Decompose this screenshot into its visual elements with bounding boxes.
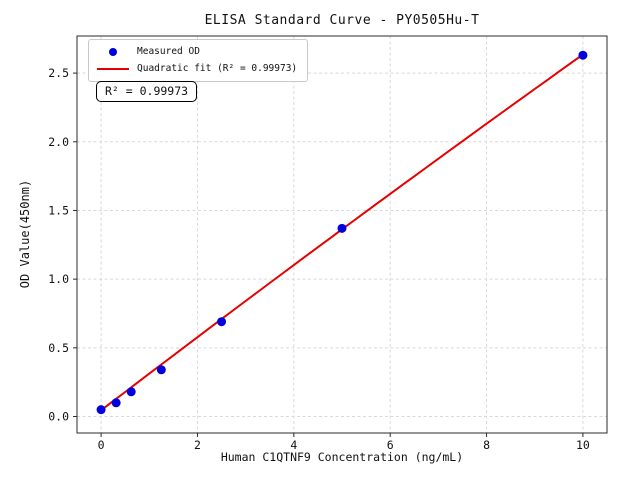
y-tick-label: 1.0 bbox=[48, 272, 69, 286]
data-point bbox=[337, 223, 347, 233]
x-tick-label: 0 bbox=[98, 438, 105, 452]
scatter-marker-icon bbox=[109, 47, 117, 56]
y-axis-label: OD Value(450nm) bbox=[18, 179, 32, 289]
data-point bbox=[578, 50, 588, 60]
x-tick-label: 6 bbox=[387, 438, 394, 452]
legend: Measured OD Quadratic fit (R² = 0.99973) bbox=[88, 39, 309, 82]
legend-item-quadratic-fit: Quadratic fit (R² = 0.99973) bbox=[97, 61, 297, 76]
data-point bbox=[111, 398, 121, 408]
chart-title: ELISA Standard Curve - PY0505Hu-T bbox=[204, 13, 480, 28]
legend-item-measured-od: Measured OD bbox=[97, 44, 297, 59]
data-point bbox=[126, 387, 136, 397]
x-tick-label: 2 bbox=[194, 438, 201, 452]
x-tick-label: 8 bbox=[483, 438, 490, 452]
legend-marker-cell bbox=[97, 67, 129, 70]
data-point bbox=[156, 365, 166, 375]
legend-marker-cell bbox=[97, 47, 129, 56]
x-tick-label: 10 bbox=[576, 438, 590, 452]
legend-label-measured-od: Measured OD bbox=[137, 46, 200, 57]
fit-line-swatch-icon bbox=[97, 67, 129, 70]
x-tick-label: 4 bbox=[290, 438, 297, 452]
y-tick-label: 2.0 bbox=[48, 135, 69, 149]
legend-label-quadratic-fit: Quadratic fit (R² = 0.99973) bbox=[137, 63, 298, 74]
data-point bbox=[96, 405, 106, 415]
r-squared-annotation: R² = 0.99973 bbox=[96, 81, 198, 102]
x-axis-label: Human C1QTNF9 Concentration (ng/mL) bbox=[220, 450, 464, 464]
y-tick-label: 1.5 bbox=[48, 203, 69, 217]
axis-spine bbox=[76, 35, 608, 434]
y-tick-label: 0.0 bbox=[48, 410, 69, 424]
y-tick-label: 0.5 bbox=[48, 341, 69, 355]
y-tick-label: 2.5 bbox=[48, 66, 69, 80]
data-point bbox=[217, 317, 227, 327]
